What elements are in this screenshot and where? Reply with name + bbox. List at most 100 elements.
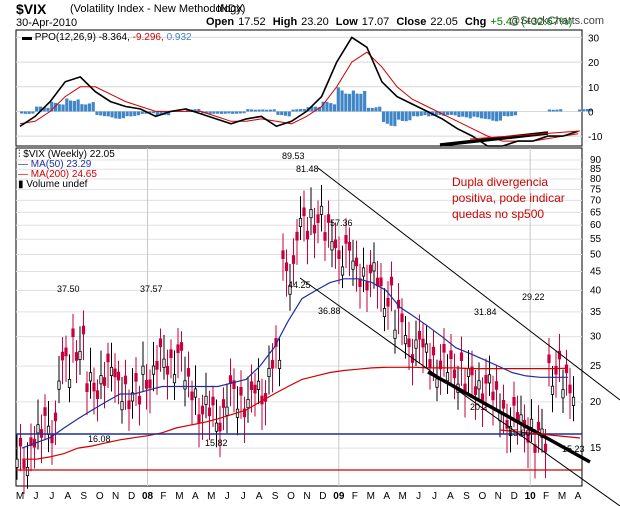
price-candle xyxy=(155,361,159,370)
legend-main: $VIX (Weekly) 22.05 xyxy=(23,149,115,160)
ppo-legend: ▬ PPO(12,26,9) -8.364, -9.296, 0.932 xyxy=(22,32,192,43)
ppo-hist-bar xyxy=(419,111,423,116)
x-tick-label: J xyxy=(49,491,54,502)
brand-watermark: @StockCharts.com xyxy=(509,15,604,27)
price-candle xyxy=(452,369,457,379)
price-candle xyxy=(207,407,212,417)
open-value: 17.52 xyxy=(238,16,266,28)
price-annotation: 15.23 xyxy=(562,444,585,454)
price-candle xyxy=(253,384,257,394)
x-tick-label: J xyxy=(416,491,421,502)
ppo-hist-bar xyxy=(457,111,461,118)
price-candle xyxy=(445,372,450,382)
ppo-hist-bar xyxy=(510,111,514,117)
price-annotations: 89.53 81.48 57.36 44.25 37.50 37.57 36.88 31.84… xyxy=(57,151,585,454)
ppo-hist-bar xyxy=(336,87,340,112)
ppo-hist-bar xyxy=(502,111,506,117)
ppo-hist-bar xyxy=(400,111,404,121)
ppo-hist-bar xyxy=(427,111,431,117)
ppo-hist-bar xyxy=(491,111,495,121)
legend-ma50: MA(50) 23.29 xyxy=(30,159,92,170)
x-tick-label: J xyxy=(225,491,230,502)
ppo-hist-bar xyxy=(265,109,269,112)
ppo-hist-bar xyxy=(276,111,280,115)
price-candle xyxy=(81,325,86,335)
x-tick-label: N xyxy=(112,491,119,502)
price-annotation: 15.60 xyxy=(508,428,531,438)
price-annotation: 29.22 xyxy=(522,292,545,302)
ppo-hist-bar xyxy=(366,107,371,112)
ppo-panel: 30 20 10 0 -10 xyxy=(15,29,603,147)
price-candle xyxy=(291,255,296,264)
price-candle xyxy=(225,406,229,416)
price-candle xyxy=(438,360,443,370)
price-annotation: 36.88 xyxy=(318,306,341,316)
price-candle xyxy=(487,374,492,384)
x-tick-label: D xyxy=(128,491,135,502)
ppo-tick-label: 20 xyxy=(588,58,600,69)
price-annotation: 31.84 xyxy=(474,307,497,317)
price-candle xyxy=(74,352,79,361)
ppo-hist-bar xyxy=(404,111,408,122)
ppo-hist-bar xyxy=(57,104,61,112)
ppo-hist-bar xyxy=(208,111,212,114)
ppo-hist-bar xyxy=(351,90,355,112)
price-bars xyxy=(15,184,576,494)
ppo-hist-bar xyxy=(72,100,76,112)
price-candle xyxy=(470,366,474,376)
price-candle xyxy=(204,395,208,405)
trendline-red xyxy=(499,429,581,439)
x-tick-label: O xyxy=(478,491,486,502)
price-candle xyxy=(270,359,275,369)
price-candle xyxy=(116,371,121,381)
price-candle xyxy=(477,380,481,390)
price-candle xyxy=(102,377,107,386)
ppo-tick-label: -10 xyxy=(588,132,603,143)
ppo-hist-bar xyxy=(283,111,288,116)
volume-legend-icon: ▮ xyxy=(18,179,27,190)
ppo-hist-bar xyxy=(370,107,374,112)
price-candle xyxy=(536,421,541,431)
price-candle xyxy=(232,380,236,389)
legend-volume: Volume undef xyxy=(26,179,88,190)
price-tick-label: 35 xyxy=(590,307,602,318)
price-candle xyxy=(148,379,152,389)
price-candle xyxy=(421,338,425,348)
price-tick-label: 85 xyxy=(590,164,602,175)
high-value: 23.20 xyxy=(301,16,329,28)
annotation-line-3: quedas no sp500 xyxy=(452,207,545,221)
price-candle xyxy=(120,401,124,411)
price-candle xyxy=(15,458,19,468)
price-candle xyxy=(267,367,271,378)
price-candle xyxy=(46,425,51,435)
ppo-hist-bar xyxy=(498,111,502,121)
x-tick-label: M xyxy=(367,491,375,502)
price-candle xyxy=(113,368,117,378)
ppo-hist-bar xyxy=(348,93,352,112)
price-candle xyxy=(550,385,555,395)
ppo-hist-bar xyxy=(87,103,92,112)
ppo-hist-bar xyxy=(506,111,510,117)
price-candle xyxy=(50,434,54,444)
price-candle xyxy=(533,444,537,453)
price-candle xyxy=(57,380,61,390)
price-candle xyxy=(515,412,520,421)
price-candle xyxy=(449,350,453,360)
ppo-hist-bar xyxy=(449,111,453,115)
ppo-hist-bar xyxy=(84,104,88,112)
price-candle xyxy=(326,214,331,223)
exchange: INDX xyxy=(217,3,244,15)
ppo-hist-bar xyxy=(253,109,257,112)
ppo-hist-bar xyxy=(302,109,306,112)
price-candle xyxy=(554,365,558,375)
ppo-hist-bar xyxy=(513,111,518,116)
price-candle xyxy=(200,405,205,415)
x-tick-label: M xyxy=(207,491,215,502)
low-label: Low xyxy=(335,16,358,28)
ppo-hist-bar xyxy=(340,90,344,112)
ppo-signal-line xyxy=(19,51,579,142)
ma50-line xyxy=(21,278,568,449)
price-candle xyxy=(333,239,338,249)
price-candle xyxy=(211,396,215,406)
price-candle xyxy=(176,344,180,354)
